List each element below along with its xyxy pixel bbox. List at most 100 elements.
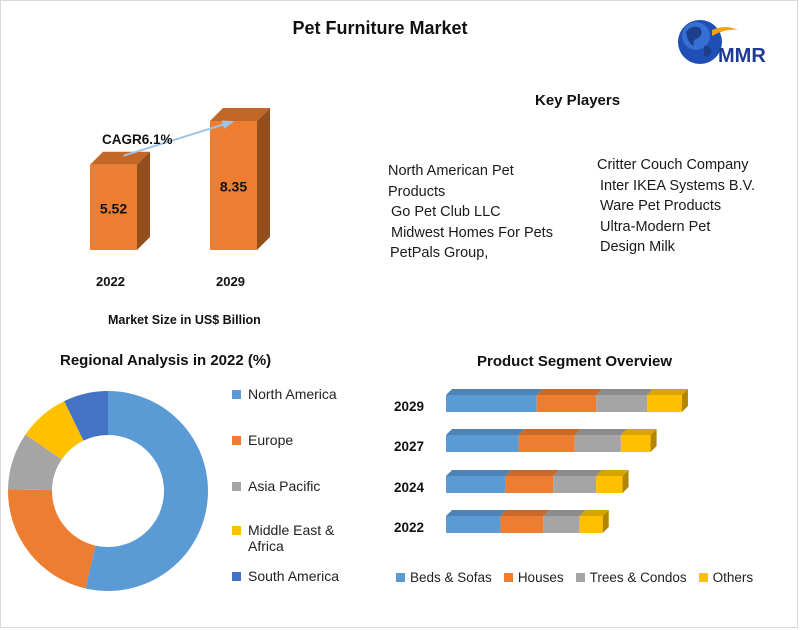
segment-bar-side (681, 389, 688, 412)
donut-slice (8, 434, 62, 491)
segment-bar (536, 395, 597, 412)
legend-swatch (698, 573, 708, 582)
legend-swatch (396, 573, 405, 582)
legend-item-trees-condos: Trees & Condos (575, 570, 687, 585)
segment-chart: 2029 2027 2024 2022 (394, 389, 688, 535)
legend-label: North America (248, 386, 337, 402)
segment-bar (596, 476, 623, 493)
market-size-chart: 5.52 2022 8.35 2029 CAGR6.1% (90, 107, 270, 289)
segment-bar (446, 435, 519, 452)
segment-bar (446, 395, 537, 412)
segment-bar (518, 435, 575, 452)
segment-bar (596, 395, 648, 412)
legend-swatch (232, 390, 241, 399)
segment-bar-top (647, 389, 688, 395)
legend-label: Asia Pacific (248, 478, 321, 494)
donut-slice (7, 489, 96, 589)
segment-bar-side (602, 510, 609, 533)
segment-bar-top (505, 470, 560, 476)
segment-bar-top (446, 510, 507, 516)
logo-text: MMR (718, 45, 766, 67)
key-player-item: Ultra-Modern Pet (600, 218, 711, 235)
cagr-arrow-head (221, 120, 235, 129)
segment-bar-top (518, 429, 581, 435)
legend-label: Europe (248, 432, 294, 448)
key-players-right-list: Critter Couch Company Inter IKEA Systems… (597, 155, 755, 258)
segment-bar-top (579, 510, 609, 516)
regional-donut-chart (7, 391, 208, 591)
segment-bar (505, 476, 554, 493)
donut-slice (85, 391, 208, 591)
legend-swatch (232, 482, 241, 491)
legend-swatch (232, 572, 241, 581)
segment-bar-top (553, 470, 603, 476)
y-tick-label: 2024 (394, 480, 425, 495)
segment-bar-top (596, 470, 629, 476)
legend-item-beds-sofas: Beds & Sofas (396, 570, 492, 585)
legend-label: Others (712, 570, 754, 585)
bar-side (137, 151, 150, 250)
segment-bar (579, 516, 603, 533)
legend-item-europe: Europe (232, 432, 372, 478)
segment-bar-top (500, 510, 550, 516)
y-tick-label: 2027 (394, 439, 424, 454)
cagr-arrow (123, 121, 232, 157)
key-player-item: Inter IKEA Systems B.V. (600, 177, 756, 194)
key-players-heading: Key Players (535, 92, 621, 109)
legend-item-middle-east-africa: Middle East & Africa (232, 522, 372, 568)
segment-bar-side (650, 429, 657, 452)
key-player-item: Go Pet Club LLC (391, 204, 501, 220)
legend-label-line: Middle East & (248, 522, 335, 538)
regional-legend: North America Europe Asia Pacific Middle… (232, 386, 372, 584)
segment-bar-top (543, 510, 586, 516)
legend-item-north-america: North America (232, 386, 372, 432)
segment-bar (446, 476, 506, 493)
page-title: Pet Furniture Market (292, 18, 468, 38)
segment-bar (574, 435, 621, 452)
key-players-left-list: North American Pet Products Go Pet Club … (388, 161, 553, 264)
legend-item-houses: Houses (503, 570, 564, 585)
x-tick-label: 2022 (96, 274, 125, 289)
market-size-xlabel: Market Size in US$ Billion (108, 313, 261, 327)
key-player-item: Products (388, 183, 446, 200)
segment-title: Product Segment Overview (477, 353, 673, 370)
y-tick-label: 2029 (394, 399, 424, 414)
bar (90, 164, 137, 250)
segment-bar-top (596, 389, 654, 395)
segment-bar (543, 516, 580, 533)
legend-swatch (232, 526, 241, 535)
segment-bar-top (620, 429, 657, 435)
segment-bar-top (446, 389, 543, 395)
legend-swatch (232, 436, 241, 445)
legend-item-others: Others (698, 570, 754, 585)
segment-bar-top (574, 429, 627, 435)
legend-swatch (575, 573, 585, 582)
donut-slice (64, 391, 108, 441)
segment-bar-top (446, 470, 512, 476)
segment-bar (647, 395, 682, 412)
bar-top (210, 107, 270, 121)
key-player-item: Critter Couch Company (597, 157, 749, 173)
bar (210, 120, 257, 251)
key-player-item: North American Pet (388, 163, 514, 179)
segment-bar (553, 476, 597, 493)
y-tick-label: 2022 (394, 520, 424, 535)
legend-label-line: Africa (248, 538, 284, 554)
cagr-label: CAGR6.1% (102, 132, 173, 147)
key-player-item: PetPals Group, (390, 245, 489, 261)
globe-icon (678, 20, 738, 64)
segment-legend: Beds & Sofas Houses Trees & Condos Other… (396, 570, 753, 585)
legend-label: Houses (517, 570, 564, 585)
segment-bar (500, 516, 544, 533)
bar-value-label: 5.52 (100, 200, 127, 216)
legend-swatch (503, 573, 513, 582)
segment-bar-top (536, 389, 603, 395)
legend-label: Middle East & Africa (248, 522, 334, 554)
legend-label: Trees & Condos (589, 570, 687, 585)
key-player-item: Design Milk (600, 239, 675, 255)
segment-bar-top (446, 429, 525, 435)
legend-label: Beds & Sofas (410, 570, 492, 585)
legend-label: South America (248, 568, 340, 584)
bar-top (90, 151, 150, 165)
